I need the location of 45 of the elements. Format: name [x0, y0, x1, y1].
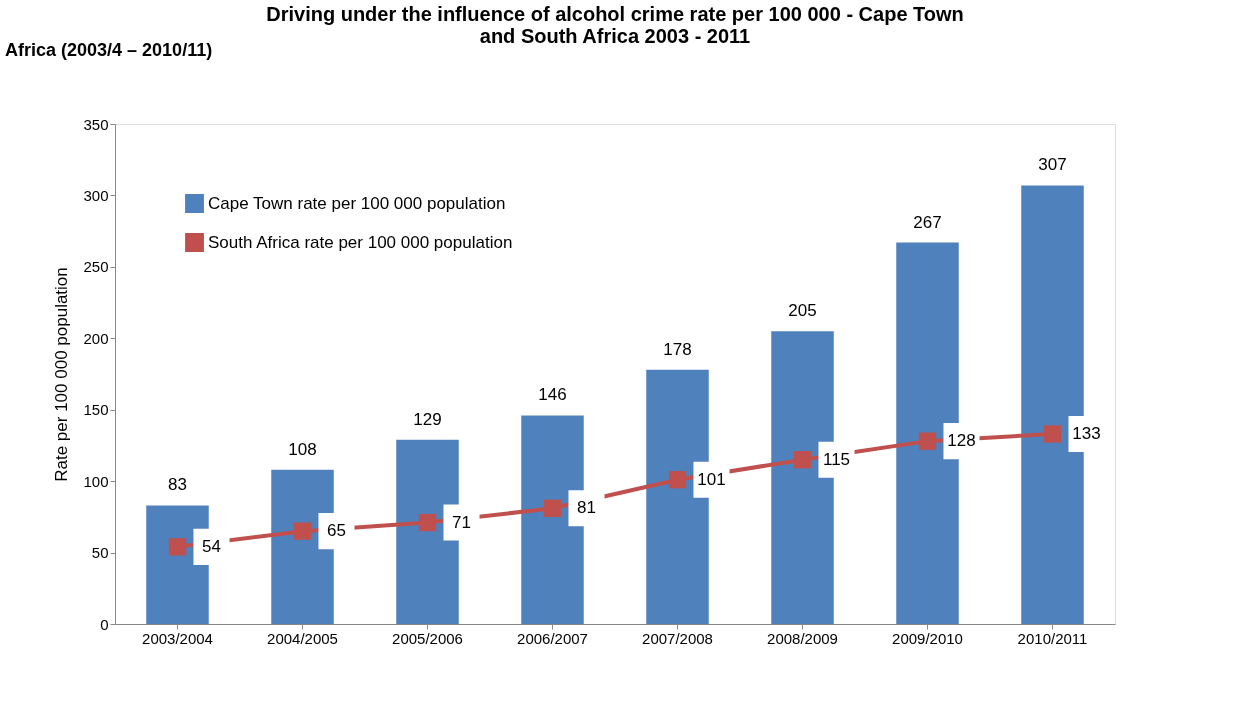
data-label: 108: [288, 439, 317, 459]
y-tick-label: 50: [91, 544, 109, 562]
data-label: 81: [577, 498, 596, 518]
x-tick-label: 2006/2007: [517, 629, 588, 647]
point: [543, 499, 562, 517]
data-label: 205: [788, 301, 817, 321]
y-axis-title: Rate per 100 000 population: [52, 267, 72, 482]
y-tick-label: 300: [83, 186, 109, 204]
chart-title: Driving under the influence of alcohol crime rate per 100 000 - Cape Town and South Africa 2003 - 2011: [266, 3, 964, 47]
legend-label: Cape Town rate per 100 000 population: [208, 193, 506, 213]
y-tick-label: 250: [83, 258, 109, 276]
data-label: 65: [327, 521, 346, 541]
point: [1043, 425, 1062, 443]
point: [293, 522, 312, 540]
data-label: 71: [452, 512, 471, 532]
legend-label: South Africa rate per 100 000 population: [208, 232, 513, 252]
x-tick-label: 2007/2008: [642, 629, 713, 647]
point: [418, 513, 437, 532]
data-label: 133: [1072, 424, 1101, 443]
x-tick-label: 2008/2009: [767, 629, 838, 647]
data-label: 267: [913, 212, 942, 232]
point: [668, 471, 687, 489]
y-tick-label: 100: [83, 472, 109, 490]
y-tick-label: 350: [83, 115, 109, 133]
data-label: 83: [168, 475, 187, 495]
y-tick-label: 150: [83, 401, 109, 419]
data-label: 307: [1038, 155, 1067, 175]
data-label: 54: [202, 536, 221, 556]
data-label: 101: [697, 469, 726, 489]
y-tick-label: 0: [100, 615, 109, 633]
point: [793, 451, 812, 469]
x-tick-label: 2009/2010: [892, 629, 963, 647]
x-tick-label: 2003/2004: [142, 629, 213, 647]
x-tick-label: 2005/2006: [392, 629, 463, 647]
x-tick-label: 2010/2011: [1017, 629, 1088, 647]
x-tick-label: 2004/2005: [267, 629, 338, 647]
data-label: 146: [538, 385, 567, 405]
data-label: 128: [947, 431, 976, 451]
data-label: 115: [822, 449, 851, 469]
point: [918, 432, 937, 450]
data-label: 129: [413, 409, 442, 429]
data-label: 178: [663, 339, 692, 359]
text: Africa (2003/4 – 2010/11): [5, 40, 213, 60]
point: [168, 538, 187, 556]
y-tick-label: 200: [83, 329, 109, 347]
